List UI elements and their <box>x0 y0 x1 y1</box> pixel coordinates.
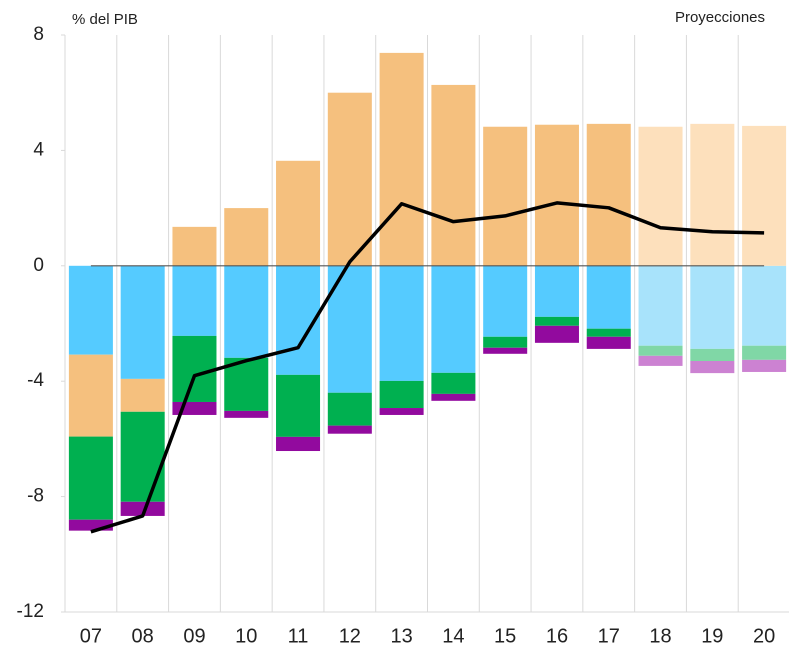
bar-segment <box>586 328 631 337</box>
x-tick-label: 08 <box>132 625 154 647</box>
bar-segment <box>742 125 787 266</box>
x-tick-label: 20 <box>753 625 775 647</box>
bar-segment <box>276 160 321 266</box>
bar-segment <box>379 265 424 381</box>
bar-segment <box>120 378 165 412</box>
y-axis-label: % del PIB <box>72 11 138 28</box>
bar-segment <box>690 265 735 349</box>
bar-segment <box>120 265 165 379</box>
line <box>90 201 765 534</box>
x-tick-label: 11 <box>288 625 309 647</box>
bar-segment <box>327 92 372 266</box>
bar-segment <box>68 265 113 355</box>
x-tick-label: 12 <box>339 625 361 647</box>
x-tick-label: 19 <box>701 625 723 647</box>
bar-segment <box>327 425 372 434</box>
bar-segment <box>638 345 683 356</box>
x-tick-label: 09 <box>183 625 205 647</box>
bar-segment <box>483 265 528 337</box>
bar-segment <box>586 265 631 329</box>
bar-segment <box>68 519 113 531</box>
x-tick-label: 07 <box>80 625 102 647</box>
bar-segment <box>638 126 683 266</box>
bar-segment <box>742 359 787 372</box>
bar-segment <box>276 436 321 452</box>
bar-segment <box>379 408 424 415</box>
bar-segment <box>742 265 787 346</box>
bar-segment <box>68 436 113 520</box>
bar-segment <box>638 265 683 346</box>
bar-segment <box>224 208 269 266</box>
y-tick-label: 4 <box>33 139 44 160</box>
bar-segment <box>431 393 476 401</box>
y-tick-label: 0 <box>33 255 44 276</box>
bar-segment <box>534 325 579 343</box>
x-tick-label: 15 <box>494 625 516 647</box>
bar-segment <box>534 124 579 266</box>
y-tick-label: -12 <box>17 601 44 622</box>
bar-segment <box>172 265 217 336</box>
bar-segment <box>483 347 528 354</box>
bar-segment <box>172 226 217 266</box>
x-tick-label: 17 <box>598 625 620 647</box>
bar-segment <box>224 410 269 418</box>
x-tick-label: 18 <box>649 625 671 647</box>
bar-segment <box>327 392 372 426</box>
bar-segment <box>120 501 165 516</box>
bar-segment <box>483 126 528 266</box>
bar-segment <box>690 123 735 266</box>
x-tick-label: 14 <box>442 625 464 647</box>
x-tick-label: 10 <box>235 625 257 647</box>
bar-segment <box>534 265 579 317</box>
bar-segment <box>379 380 424 409</box>
bar-segment <box>431 84 476 266</box>
bar-segment <box>224 265 269 358</box>
bar-segment <box>379 52 424 266</box>
bar-segment <box>638 355 683 366</box>
bar-segment <box>690 361 735 374</box>
y-tick-label: 8 <box>33 24 44 45</box>
bar-segment <box>172 335 217 402</box>
bar-segment <box>742 345 787 360</box>
bar-segment <box>690 348 735 362</box>
bar-segment <box>483 336 528 348</box>
y-tick-label: -4 <box>27 370 44 391</box>
bar-segment <box>586 336 631 349</box>
bar-segment <box>431 372 476 394</box>
annotation: Proyecciones <box>675 9 765 26</box>
bar-segment <box>68 354 113 437</box>
bar-segment <box>534 316 579 326</box>
bar-segment <box>431 265 476 373</box>
bar-segment <box>276 374 321 437</box>
y-tick-label: -8 <box>27 486 44 507</box>
bar-segment <box>120 411 165 502</box>
bar-segment <box>586 123 631 266</box>
x-tick-label: 13 <box>390 625 412 647</box>
x-tick-label: 16 <box>546 625 568 647</box>
